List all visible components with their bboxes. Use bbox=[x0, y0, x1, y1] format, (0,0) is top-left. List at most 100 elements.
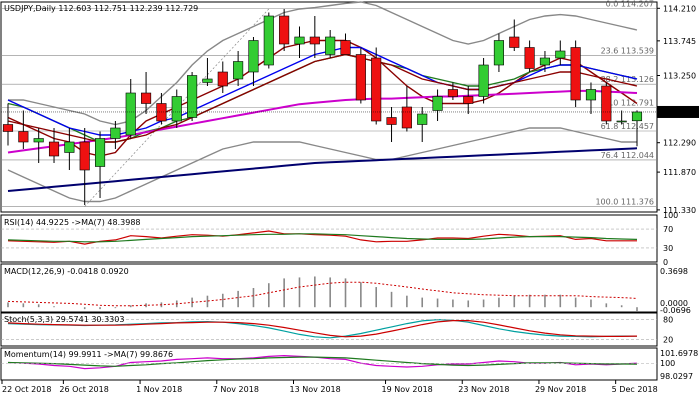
x-tick-label: 5 Dec 2018 bbox=[612, 385, 658, 394]
candle bbox=[263, 12, 274, 69]
candle bbox=[371, 47, 382, 125]
candle bbox=[141, 72, 152, 114]
x-tick-label: 29 Nov 2018 bbox=[535, 385, 586, 394]
candle-body bbox=[417, 113, 428, 125]
candle-body bbox=[325, 36, 336, 55]
candle bbox=[64, 128, 75, 170]
candle bbox=[171, 89, 182, 128]
candle bbox=[279, 9, 290, 51]
candle bbox=[217, 61, 228, 93]
macd-y-tick: 0.0000 bbox=[660, 299, 688, 308]
candle-body bbox=[386, 117, 397, 125]
stoch-y-tick: 80 bbox=[663, 316, 673, 325]
candle bbox=[187, 72, 198, 121]
momentum-line bbox=[7, 356, 638, 367]
candle bbox=[401, 86, 412, 132]
candle-body bbox=[110, 127, 121, 139]
candle bbox=[432, 89, 443, 121]
candle bbox=[2, 103, 14, 146]
candle bbox=[539, 51, 551, 72]
candle-body bbox=[309, 36, 320, 45]
rsi-line bbox=[7, 233, 638, 243]
candle-body bbox=[141, 92, 152, 104]
candle-body bbox=[248, 40, 259, 73]
panel-frame bbox=[0, 263, 658, 313]
panel-frame bbox=[0, 214, 658, 263]
candle bbox=[94, 131, 106, 198]
candle-body bbox=[94, 138, 106, 167]
candle bbox=[616, 110, 627, 125]
candle bbox=[463, 86, 474, 114]
rsi-title: RSI(14) 44.9225 ->MA(7) 48.3988 bbox=[4, 218, 141, 227]
rsi-y-tick: 0 bbox=[663, 258, 668, 267]
x-tick-label: 19 Nov 2018 bbox=[382, 385, 433, 394]
price-overlay-line bbox=[7, 147, 638, 192]
candle-body bbox=[2, 124, 14, 132]
candle bbox=[570, 40, 581, 107]
current-price-label: 112.729 bbox=[660, 108, 693, 117]
fib-level-label: 50.0 112.791 bbox=[601, 99, 654, 108]
candle-body bbox=[601, 85, 612, 122]
candle-body bbox=[279, 15, 290, 45]
y-tick-label: 111.330 bbox=[663, 206, 696, 215]
momentum-y-tick: 101.6978 bbox=[660, 349, 698, 358]
candle-body bbox=[355, 54, 366, 101]
panel-frame bbox=[0, 1, 658, 213]
candle bbox=[110, 121, 121, 149]
fib-level-label: 61.8 112.457 bbox=[601, 122, 654, 131]
x-tick-label: 22 Oct 2018 bbox=[2, 385, 51, 394]
panel-frame bbox=[0, 312, 658, 347]
x-tick-label: 26 Oct 2018 bbox=[59, 385, 108, 394]
candle bbox=[33, 128, 44, 163]
candle bbox=[524, 40, 535, 72]
momentum-title: Momentum(14) 99.9911 ->MA(7) 99.8676 bbox=[4, 350, 173, 359]
candle-body bbox=[555, 50, 566, 59]
candle-body bbox=[524, 47, 535, 69]
candle bbox=[447, 82, 458, 100]
momentum-y-tick: 98.0297 bbox=[660, 372, 693, 381]
price-overlay-line bbox=[7, 127, 637, 203]
candle-body bbox=[401, 106, 412, 129]
candle bbox=[79, 128, 90, 205]
candle bbox=[233, 51, 244, 86]
rsi-y-tick: 30 bbox=[663, 244, 673, 253]
fib-level-label: 23.6 113.539 bbox=[601, 46, 654, 55]
candle bbox=[493, 33, 504, 72]
fib-trend-line bbox=[84, 8, 270, 207]
candle-body bbox=[48, 141, 60, 157]
momentum-y-tick: 100 bbox=[660, 359, 675, 368]
candle-body bbox=[509, 36, 520, 48]
candle bbox=[509, 19, 520, 51]
stoch-title: Stoch(5,3,3) 29.5741 30.3303 bbox=[4, 315, 124, 324]
price-overlay-line bbox=[8, 1, 638, 126]
x-tick-label: 23 Nov 2018 bbox=[458, 385, 509, 394]
candle-body bbox=[64, 141, 75, 153]
y-tick-label: 113.250 bbox=[663, 72, 696, 81]
candle-body bbox=[463, 96, 474, 104]
current-price-marker bbox=[657, 105, 699, 118]
macd-y-tick: -0.0696 bbox=[660, 306, 691, 315]
candle-body bbox=[539, 57, 551, 66]
fib-level-label: 100.0 111.376 bbox=[595, 198, 654, 207]
candle bbox=[555, 40, 566, 65]
rsi-y-tick: 100 bbox=[663, 211, 678, 220]
candle-body bbox=[631, 111, 643, 122]
candle bbox=[325, 30, 336, 58]
x-tick-label: 13 Nov 2018 bbox=[289, 385, 340, 394]
panel-frame bbox=[0, 347, 658, 381]
candle bbox=[294, 26, 305, 58]
candle bbox=[248, 37, 259, 86]
candle-body bbox=[616, 120, 627, 123]
candle-body bbox=[156, 103, 167, 122]
candle bbox=[48, 128, 60, 163]
candle-body bbox=[478, 64, 489, 97]
chart-title: USDJPY,Daily 112.603 112.751 112.239 112… bbox=[4, 4, 198, 13]
y-tick-label: 112.290 bbox=[663, 139, 696, 148]
candle bbox=[125, 79, 136, 139]
candle bbox=[417, 107, 428, 142]
fib-level-label: 0.0 114.207 bbox=[606, 0, 654, 9]
candle-body bbox=[187, 75, 198, 118]
candle bbox=[309, 16, 320, 58]
candle-body bbox=[217, 71, 228, 87]
